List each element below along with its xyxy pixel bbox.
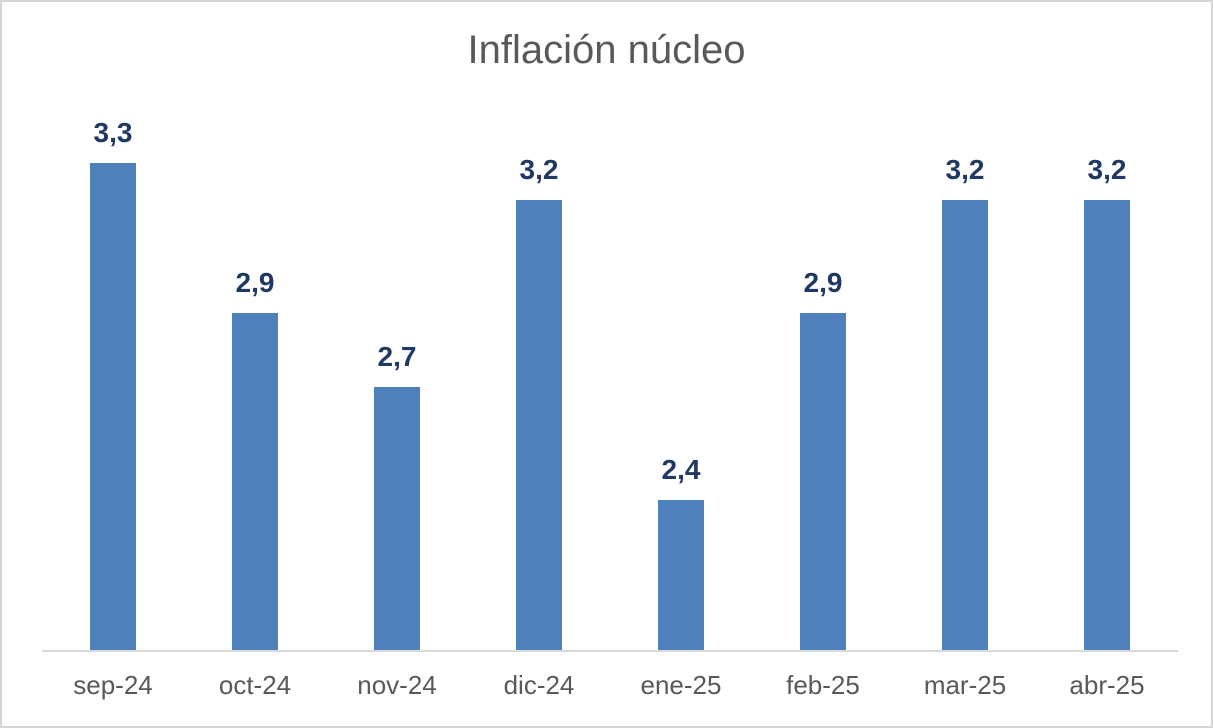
x-tick-label-abr-25: abr-25: [1069, 670, 1145, 700]
bar-group-feb-25: 2,9: [752, 125, 894, 650]
bar-group-ene-25: 2,4: [610, 125, 752, 650]
x-tick-label-feb-25: feb-25: [786, 670, 860, 700]
bar-group-sep-24: 3,3: [42, 119, 184, 650]
bar-feb-25: [800, 313, 846, 650]
bar-nov-24: [374, 387, 420, 650]
bar-oct-24: [232, 313, 278, 650]
x-axis: sep-24 oct-24 nov-24 dic-24 ene-25 feb-25 mar-…: [42, 670, 1178, 701]
bar-value-label: 2,9: [803, 267, 843, 298]
bar-group-mar-25: 3,2: [894, 125, 1036, 650]
chart-title: Inflación núcleo: [467, 28, 746, 72]
x-tick-label-nov-24: nov-24: [357, 670, 437, 700]
x-tick-label-oct-24: oct-24: [218, 670, 292, 700]
bar-abr-25: [1084, 200, 1130, 650]
bar-dic-24: [516, 200, 562, 650]
bar-ene-25: [658, 500, 704, 650]
bar-value-label: 3,2: [1087, 154, 1127, 185]
bar-group-oct-24: 2,9: [184, 125, 326, 650]
plot-area: 3,3 2,9 2,7 3,2 2,4 2,9 3,2 3,2: [42, 119, 1178, 652]
bar-sep-24: [90, 163, 136, 650]
x-tick-label-ene-25: ene-25: [640, 670, 722, 700]
bar-group-dic-24: 3,2: [468, 125, 610, 650]
bar-value-label: 2,9: [235, 267, 275, 298]
bar-value-label: 3,3: [93, 117, 133, 148]
x-tick-label-dic-24: dic-24: [503, 670, 575, 700]
bar-value-label: 3,2: [519, 154, 559, 185]
bar-value-label: 2,4: [661, 454, 701, 485]
x-tick-label-sep-24: sep-24: [73, 670, 153, 700]
bar-value-label: 2,7: [377, 341, 417, 372]
bar-value-label: 3,2: [945, 154, 985, 185]
bar-group-nov-24: 2,7: [326, 125, 468, 650]
bar-group-abr-25: 3,2: [1036, 125, 1178, 650]
bar-mar-25: [942, 200, 988, 650]
x-tick-label-mar-25: mar-25: [923, 670, 1007, 700]
